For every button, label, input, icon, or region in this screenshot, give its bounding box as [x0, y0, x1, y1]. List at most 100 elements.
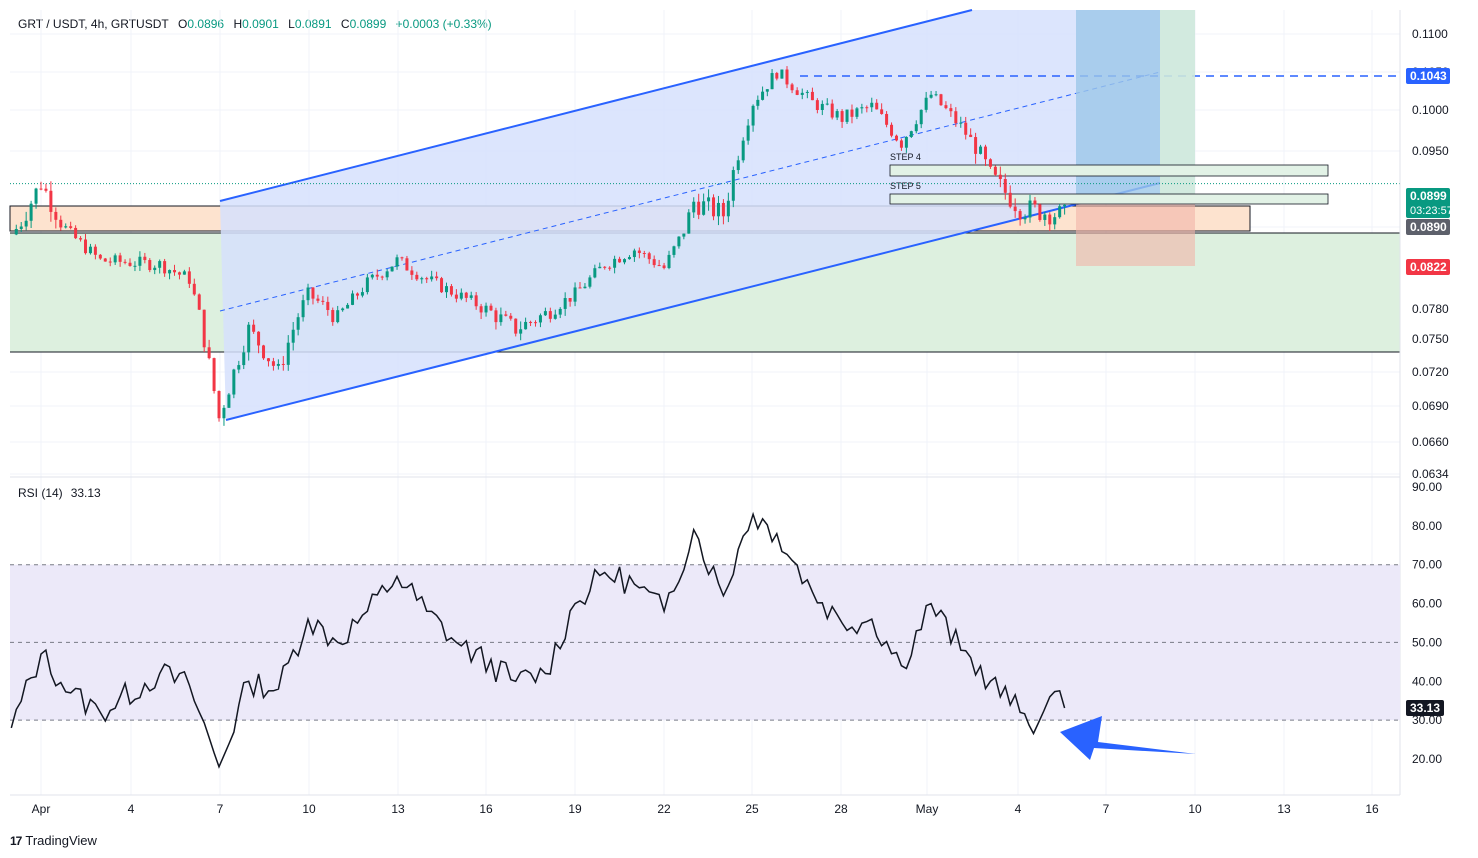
candle-body: [395, 257, 399, 267]
candle-body: [217, 391, 221, 419]
candle-body: [890, 124, 894, 136]
candle-body: [430, 276, 434, 280]
step-4-box: [889, 164, 1329, 177]
candle-body: [158, 261, 162, 268]
date-tick-label: 22: [657, 802, 671, 816]
rsi-line: [10, 511, 1066, 769]
candle-body: [850, 109, 854, 117]
candle-body: [296, 317, 300, 330]
price-tick-label: 0.0780: [1412, 302, 1449, 316]
candle-body: [168, 270, 172, 274]
candle-body: [1038, 204, 1042, 220]
price-tag-0-0890: [1406, 219, 1450, 235]
channel-upper-line: [219, 9, 973, 202]
candle-body: [232, 369, 236, 395]
candle-body: [731, 170, 735, 201]
candle-body: [756, 99, 760, 106]
candle-body: [1003, 179, 1007, 193]
candle-body: [227, 394, 231, 408]
close-value: 0.0899: [349, 17, 387, 31]
rsi-tick-label: 30.00: [1412, 713, 1442, 727]
candle-body: [1023, 217, 1027, 220]
price-tick-label: 0.0950: [1412, 144, 1449, 158]
candle-body: [464, 292, 468, 298]
channel-lower-line: [225, 182, 1161, 421]
candle-body: [182, 271, 186, 275]
date-tick-label: May: [916, 802, 939, 816]
candle-body: [588, 277, 592, 287]
candle-body: [1043, 214, 1047, 220]
candle-body: [855, 108, 859, 117]
candle-body: [721, 202, 725, 217]
candle-body: [741, 140, 745, 161]
candle-body: [810, 91, 814, 101]
price-tag-text: 0.0822: [1410, 260, 1447, 274]
candle-body: [385, 271, 389, 278]
candle-body: [529, 321, 533, 323]
candle-body: [351, 293, 355, 305]
candle-body: [14, 228, 18, 235]
date-tick-label: 28: [834, 802, 848, 816]
candle-body: [247, 324, 251, 353]
candle-body: [623, 259, 627, 263]
candle-body: [939, 94, 943, 106]
candle-body: [712, 197, 716, 217]
candle-body: [276, 363, 280, 366]
candle-body: [983, 146, 987, 160]
date-tick-label: 16: [1365, 802, 1379, 816]
candle-body: [177, 272, 181, 275]
date-tick-label: 7: [1103, 802, 1110, 816]
candle-body: [800, 92, 804, 95]
rsi-header: RSI (14) 33.13: [18, 486, 109, 500]
candle-body: [1018, 211, 1022, 220]
high-label: H: [233, 17, 243, 31]
candle-body: [944, 105, 948, 109]
candle-body: [331, 310, 335, 323]
candle-body: [627, 257, 631, 260]
candle-body: [761, 91, 765, 100]
candle-body: [959, 122, 963, 124]
candle-body: [84, 239, 88, 254]
candle-body: [311, 287, 315, 299]
date-tick-label: 19: [568, 802, 582, 816]
candle-body: [672, 246, 676, 255]
candle-body: [301, 300, 305, 318]
rsi-tick-label: 60.00: [1412, 597, 1442, 611]
date-tick-label: Apr: [32, 802, 51, 816]
candle-body: [904, 136, 908, 148]
candle-body: [914, 124, 918, 132]
candle-body: [924, 97, 928, 110]
candle-body: [790, 84, 794, 91]
candle-body: [543, 311, 547, 316]
candle-body: [969, 134, 973, 138]
candle-body: [519, 329, 523, 334]
tradingview-brand[interactable]: 17 TradingView: [10, 833, 97, 848]
candle-body: [765, 89, 769, 92]
brand-name: TradingView: [25, 833, 97, 848]
date-tick-label: 4: [1015, 802, 1022, 816]
candle-body: [108, 261, 112, 263]
candle-body: [113, 255, 117, 263]
price-tick-label: 0.0634: [1412, 467, 1449, 481]
price-tick-label: 0.0690: [1412, 399, 1449, 413]
candle-body: [1053, 217, 1057, 225]
candle-body: [682, 233, 686, 237]
candle-body: [266, 358, 270, 362]
candle-body: [341, 308, 345, 311]
candle-body: [390, 266, 394, 272]
rsi-tick-label: 50.00: [1412, 635, 1442, 649]
candle-body: [563, 298, 567, 309]
candle-body: [608, 267, 612, 269]
candle-body: [751, 105, 755, 126]
candle-body: [370, 274, 374, 278]
candle-body: [870, 102, 874, 108]
candle-body: [415, 274, 419, 280]
candle-body: [222, 407, 226, 419]
candle-body: [618, 258, 622, 263]
step-5-label: STEP 5: [890, 181, 921, 191]
candle-body: [118, 255, 122, 262]
candle-body: [899, 140, 903, 148]
candle-body: [865, 107, 869, 109]
open-value: 0.0896: [187, 17, 225, 31]
